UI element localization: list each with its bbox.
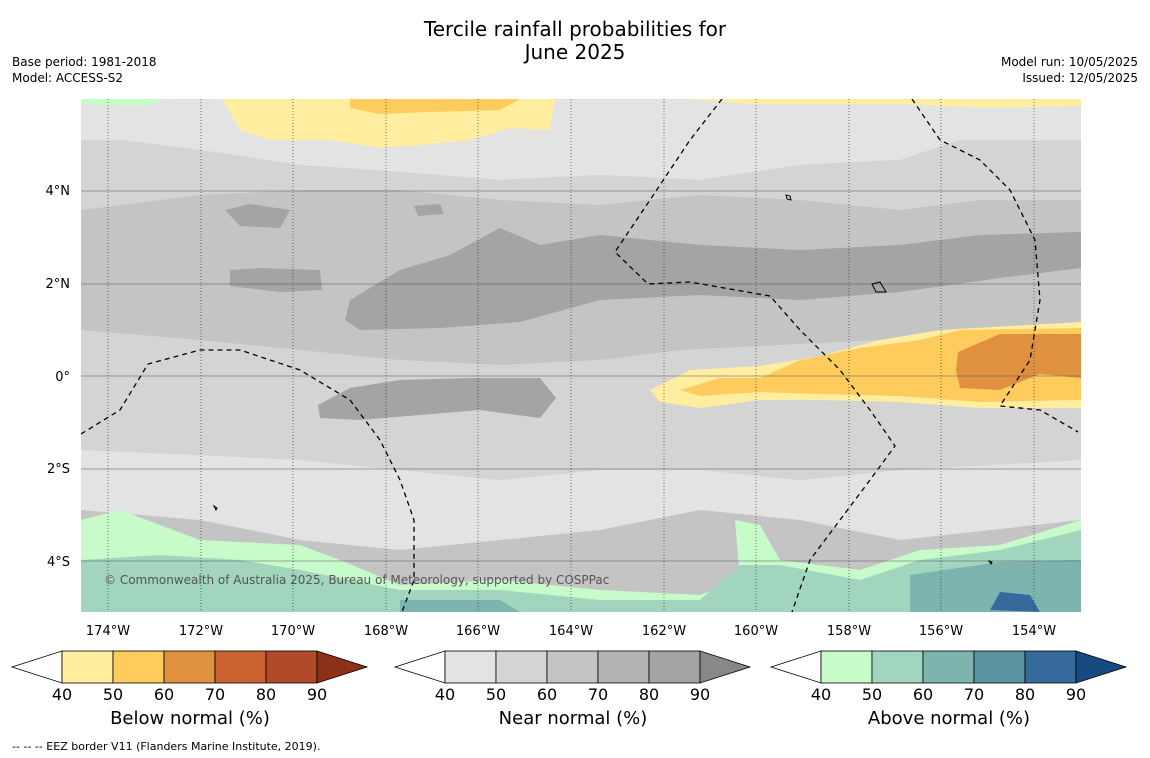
- near-normal-40-south: [81, 450, 1081, 550]
- lon-label-168w: 168°W: [364, 624, 408, 639]
- above-normal-70-south: [990, 592, 1040, 612]
- colorbar-below-label: Below normal (%): [110, 708, 270, 729]
- below-normal-40-top: [222, 99, 555, 148]
- colorbar-below-tick-70: 70: [205, 685, 225, 704]
- colorbar-below-swatch-4: [214, 650, 267, 684]
- colorbar-above-swatch-4: [973, 650, 1026, 684]
- copyright-note: © Commonwealth of Australia 2025, Bureau…: [104, 573, 609, 587]
- chart-title: Tercile rainfall probabilities for June …: [0, 18, 1150, 64]
- colorbar-near-swatch-2: [495, 650, 548, 684]
- gridlines: [81, 190, 1081, 562]
- below-normal-40-topright: [690, 99, 1081, 108]
- latitude-labels: 4°N 2°N 0° 2°S 4°S: [46, 184, 71, 570]
- near-normal-70-band-north: [345, 228, 1081, 330]
- lon-label-158w: 158°W: [827, 624, 871, 639]
- lat-label-2n: 2°N: [46, 277, 71, 292]
- colorbar-above-tick-50: 50: [862, 685, 882, 704]
- lon-label-172w: 172°W: [179, 624, 223, 639]
- title-line1: Tercile rainfall probabilities for: [423, 17, 727, 41]
- lon-label-164w: 164°W: [549, 624, 593, 639]
- colorbar-below-swatch-2: [112, 650, 165, 684]
- colorbar-below-tick-90: 90: [307, 685, 327, 704]
- colorbar-below-low-arrow: [10, 650, 63, 684]
- colorbar-below-swatch-1: [61, 650, 114, 684]
- colorbar-below-tick-40: 40: [52, 685, 72, 704]
- near-normal-70-patch-3: [414, 204, 444, 216]
- lon-label-162w: 162°W: [642, 624, 686, 639]
- lon-label-174w: 174°W: [86, 624, 130, 639]
- colorbar-above-swatch-1: [820, 650, 873, 684]
- above-normal-60-patch: [400, 600, 520, 612]
- lon-label-154w: 154°W: [1012, 624, 1056, 639]
- colorbar-near-tick-40: 40: [435, 685, 455, 704]
- lon-label-156w: 156°W: [919, 624, 963, 639]
- meta-right: Model run: 10/05/2025 Issued: 12/05/2025: [1001, 54, 1138, 86]
- colorbar-above-swatch-2: [871, 650, 924, 684]
- colorbar-near-normal: 40 50 60 70 80 90: [393, 650, 752, 704]
- colorbar-near-swatch-1: [444, 650, 497, 684]
- model-run-label: Model run: 10/05/2025: [1000, 55, 1138, 69]
- lon-label-160w: 160°W: [734, 624, 778, 639]
- above-normal-50-south: [81, 530, 1081, 612]
- colorbar-above-swatch-5: [1024, 650, 1077, 684]
- colorbar-below-normal: 40 50 60 70 80 90: [10, 650, 369, 704]
- eez-borders: [81, 99, 1079, 612]
- colorbar-below-tick-50: 50: [103, 685, 123, 704]
- lat-label-4s: 4°S: [47, 555, 70, 570]
- base-period-label: Base period: 1981-2018: [12, 55, 157, 69]
- model-label: Model: ACCESS-S2: [12, 71, 124, 85]
- colorbar-above-normal: 40 50 60 70 80 90: [769, 650, 1128, 704]
- colorbar-below-swatch-3: [163, 650, 216, 684]
- colorbar-near-swatch-3: [546, 650, 599, 684]
- colorbar-near-label: Near normal (%): [498, 708, 648, 729]
- near-normal-50-top: [81, 140, 1081, 210]
- colorbar-above-swatch-3: [922, 650, 975, 684]
- map-plot-area: [81, 99, 1081, 612]
- colorbar-above-tick-60: 60: [913, 685, 933, 704]
- issued-label: Issued: 12/05/2025: [1022, 71, 1138, 85]
- colorbar-near-tick-60: 60: [537, 685, 557, 704]
- longitude-labels: 174°W 172°W 170°W 168°W 166°W 164°W 162°…: [86, 624, 1056, 639]
- colorbar-above-low-arrow: [769, 650, 822, 684]
- above-normal-40-topleft: [81, 99, 165, 106]
- title-line2: June 2025: [524, 40, 626, 64]
- colorbar-above-tick-90: 90: [1066, 685, 1086, 704]
- near-normal-70-patch-1: [230, 268, 322, 292]
- colorbar-near-swatch-4: [597, 650, 650, 684]
- colorbar-below-tick-60: 60: [154, 685, 174, 704]
- eez-footnote: -- -- -- EEZ border V11 (Flanders Marine…: [12, 740, 321, 753]
- near-normal-70-patch-2: [225, 204, 290, 228]
- colorbar-above-tick-80: 80: [1015, 685, 1035, 704]
- colorbar-near-tick-50: 50: [486, 685, 506, 704]
- colorbar-above-tick-40: 40: [811, 685, 831, 704]
- lat-label-0: 0°: [55, 370, 70, 385]
- colorbar-above-high-arrow: [1075, 650, 1128, 684]
- lat-label-2s: 2°S: [47, 462, 70, 477]
- colorbar-near-low-arrow: [393, 650, 446, 684]
- lon-label-166w: 166°W: [456, 624, 500, 639]
- colorbar-above-tick-70: 70: [964, 685, 984, 704]
- colorbar-near-high-arrow: [699, 650, 752, 684]
- below-normal-50-top: [350, 99, 520, 114]
- colorbar-near-tick-70: 70: [588, 685, 608, 704]
- near-normal-70-band-equator: [318, 378, 556, 420]
- islands: [212, 194, 993, 565]
- lat-label-4n: 4°N: [46, 184, 71, 199]
- colorbar-near-tick-80: 80: [639, 685, 659, 704]
- colorbar-above-label: Above normal (%): [867, 708, 1031, 729]
- colorbar-near-tick-90: 90: [690, 685, 710, 704]
- meta-left: Base period: 1981-2018 Model: ACCESS-S2: [12, 54, 157, 86]
- colorbar-below-tick-80: 80: [256, 685, 276, 704]
- colorbar-below-high-arrow: [316, 650, 369, 684]
- above-normal-60-south: [910, 560, 1081, 612]
- lon-label-170w: 170°W: [271, 624, 315, 639]
- colorbar-below-swatch-5: [265, 650, 318, 684]
- colorbar-near-swatch-5: [648, 650, 701, 684]
